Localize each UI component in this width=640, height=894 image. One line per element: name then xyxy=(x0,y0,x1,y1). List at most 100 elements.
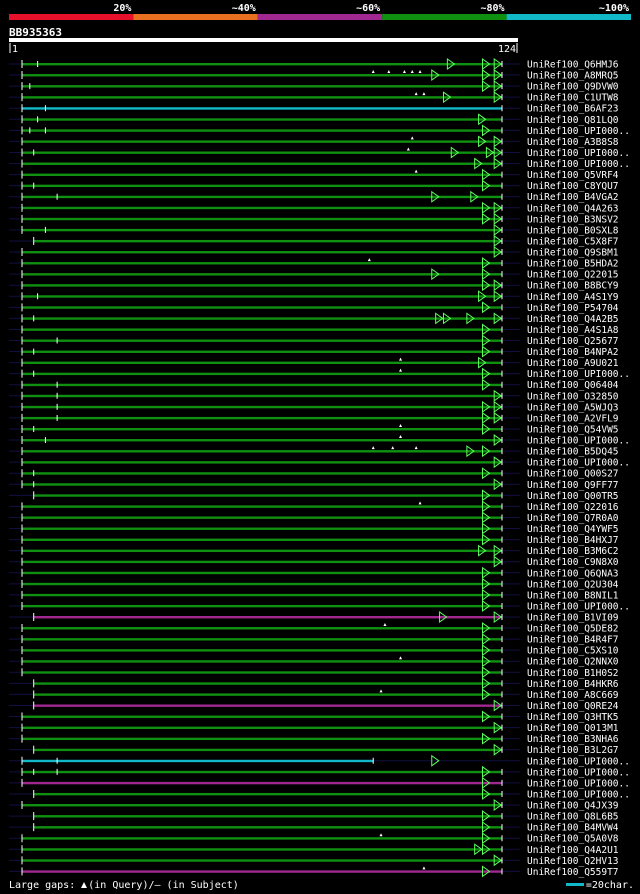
hit-row[interactable]: UniRef100_Q00TR5 xyxy=(9,489,619,502)
hit-row[interactable]: UniRef100_Q6HMJ6 xyxy=(9,58,619,71)
hit-label[interactable]: UniRef100_B0SXL8 xyxy=(527,225,619,236)
hit-row[interactable]: UniRef100_B4HKR6 xyxy=(9,677,619,690)
hit-bar[interactable] xyxy=(22,317,502,320)
hit-bar[interactable] xyxy=(22,206,502,210)
hit-row[interactable]: UniRef100_Q8L6B5 xyxy=(9,810,619,823)
hit-label[interactable]: UniRef100_UPI000.. xyxy=(527,369,630,380)
hit-bar[interactable] xyxy=(33,748,503,752)
hit-bar[interactable] xyxy=(22,671,502,674)
hit-bar[interactable] xyxy=(22,262,502,265)
hit-bar[interactable] xyxy=(22,184,502,188)
hit-label[interactable]: UniRef100_Q00S27 xyxy=(527,469,619,480)
hit-row[interactable]: UniRef100_B5DQ45 xyxy=(9,445,619,458)
hit-row[interactable]: UniRef100_Q5VRF4 xyxy=(9,168,619,182)
hit-row[interactable]: UniRef100_Q54VW5 xyxy=(9,423,619,436)
hit-label[interactable]: UniRef100_Q2U304 xyxy=(527,579,619,590)
hit-label[interactable]: UniRef100_Q81LQ0 xyxy=(527,115,619,126)
hit-row[interactable]: UniRef100_Q81LQ0 xyxy=(9,113,619,126)
hit-row[interactable]: UniRef100_A3B8S8 xyxy=(9,135,619,148)
hit-label[interactable]: UniRef100_B3L2G7 xyxy=(527,745,619,756)
hit-row[interactable]: UniRef100_UPI000.. xyxy=(9,776,630,790)
hit-label[interactable]: UniRef100_UPI000.. xyxy=(527,767,630,778)
hit-label[interactable]: UniRef100_Q22015 xyxy=(527,270,619,281)
hit-bar[interactable] xyxy=(22,140,502,143)
hit-label[interactable]: UniRef100_Q4A263 xyxy=(527,203,619,214)
hit-bar[interactable] xyxy=(22,582,502,586)
hit-bar[interactable] xyxy=(22,328,502,331)
hit-label[interactable]: UniRef100_Q7R0A0 xyxy=(527,513,619,524)
hit-bar[interactable] xyxy=(22,604,502,608)
hit-label[interactable]: UniRef100_Q0RE24 xyxy=(527,701,619,712)
hit-bar[interactable] xyxy=(22,837,502,840)
hit-row[interactable]: UniRef100_B8NIL1 xyxy=(9,588,619,602)
hit-row[interactable]: UniRef100_Q9DVW0 xyxy=(9,80,619,93)
hit-bar[interactable] xyxy=(22,228,502,232)
hit-label[interactable]: UniRef100_Q2HV13 xyxy=(527,856,619,867)
hit-row[interactable]: UniRef100_Q2U304 xyxy=(9,577,619,591)
hit-row[interactable]: UniRef100_UPI000.. xyxy=(9,434,630,447)
hit-bar[interactable] xyxy=(33,494,503,497)
hit-row[interactable]: UniRef100_B6AF23 xyxy=(9,104,619,115)
hit-row[interactable]: UniRef100_C9N8X0 xyxy=(9,555,619,569)
hit-row[interactable]: UniRef100_UPI000.. xyxy=(9,124,630,137)
hit-bar[interactable] xyxy=(22,416,502,420)
hit-row[interactable]: UniRef100_C5X8F7 xyxy=(9,234,619,248)
hit-label[interactable]: UniRef100_Q013M1 xyxy=(527,723,619,734)
hit-row[interactable]: UniRef100_B8BCY9 xyxy=(9,279,619,292)
hit-label[interactable]: UniRef100_B8BCY9 xyxy=(527,281,619,292)
hit-bar[interactable] xyxy=(22,217,502,221)
hit-bar[interactable] xyxy=(33,616,503,619)
hit-label[interactable]: UniRef100_Q5DE82 xyxy=(527,624,619,635)
hit-row[interactable]: UniRef100_Q22015 xyxy=(9,268,619,281)
hit-bar[interactable] xyxy=(22,848,502,851)
hit-row[interactable]: UniRef100_Q5DE82 xyxy=(9,622,619,635)
hit-row[interactable]: UniRef100_UPI000.. xyxy=(9,367,630,381)
hit-label[interactable]: UniRef100_A8C669 xyxy=(527,690,619,701)
hit-row[interactable]: UniRef100_Q5A0V8 xyxy=(9,832,619,845)
hit-row[interactable]: UniRef100_A2VFL9 xyxy=(9,411,619,425)
hit-row[interactable]: UniRef100_Q559T7 xyxy=(9,865,619,878)
hit-row[interactable]: UniRef100_B3M6C2 xyxy=(9,544,619,558)
hit-label[interactable]: UniRef100_B4R4F7 xyxy=(527,635,619,646)
hit-label[interactable]: UniRef100_Q25677 xyxy=(527,336,619,347)
hit-row[interactable]: UniRef100_B4NPA2 xyxy=(9,345,619,359)
hit-bar[interactable] xyxy=(22,461,502,464)
hit-bar[interactable] xyxy=(22,339,502,342)
hit-bar[interactable] xyxy=(33,682,503,685)
hit-label[interactable]: UniRef100_UPI000.. xyxy=(527,756,630,767)
hit-label[interactable]: UniRef100_UPI000.. xyxy=(527,458,630,469)
hit-row[interactable]: UniRef100_UPI000.. xyxy=(9,765,630,779)
hit-row[interactable]: UniRef100_Q2NNX0 xyxy=(9,655,619,668)
hit-bar[interactable] xyxy=(22,770,502,774)
hit-bar[interactable] xyxy=(22,472,502,475)
hit-bar[interactable] xyxy=(33,792,503,796)
hit-bar[interactable] xyxy=(22,284,502,287)
hit-row[interactable]: UniRef100_Q4JX39 xyxy=(9,799,619,812)
hit-bar[interactable] xyxy=(22,560,502,564)
hit-label[interactable]: UniRef100_C9N8X0 xyxy=(527,557,619,568)
hit-row[interactable]: UniRef100_Q4YWF5 xyxy=(9,522,619,536)
hit-row[interactable]: UniRef100_A4S1Y9 xyxy=(9,290,619,303)
hit-row[interactable]: UniRef100_B1H0S2 xyxy=(9,666,619,679)
hit-label[interactable]: UniRef100_Q4A2B5 xyxy=(527,314,619,325)
hit-label[interactable]: UniRef100_B4NPA2 xyxy=(527,347,619,358)
hit-bar[interactable] xyxy=(22,85,502,88)
hit-label[interactable]: UniRef100_Q22016 xyxy=(527,502,619,513)
hit-row[interactable]: UniRef100_B0SXL8 xyxy=(9,223,619,237)
hit-bar[interactable] xyxy=(22,593,502,597)
hit-bar[interactable] xyxy=(33,704,503,707)
hit-label[interactable]: UniRef100_Q5VRF4 xyxy=(527,170,619,181)
hit-label[interactable]: UniRef100_B5HDA2 xyxy=(527,259,619,270)
hit-label[interactable]: UniRef100_Q9DVW0 xyxy=(527,82,619,93)
hit-label[interactable]: UniRef100_Q2NNX0 xyxy=(527,657,619,668)
hit-row[interactable]: UniRef100_A8C669 xyxy=(9,688,619,701)
hit-label[interactable]: UniRef100_UPI000.. xyxy=(527,601,630,612)
hit-bar[interactable] xyxy=(22,759,374,763)
hit-label[interactable]: UniRef100_B3NHA6 xyxy=(527,734,619,745)
hit-bar[interactable] xyxy=(22,74,502,77)
hit-bar[interactable] xyxy=(22,439,502,442)
hit-label[interactable]: UniRef100_B1H0S2 xyxy=(527,668,619,679)
hit-bar[interactable] xyxy=(22,516,502,519)
hit-bar[interactable] xyxy=(22,527,502,530)
hit-bar[interactable] xyxy=(22,273,502,276)
